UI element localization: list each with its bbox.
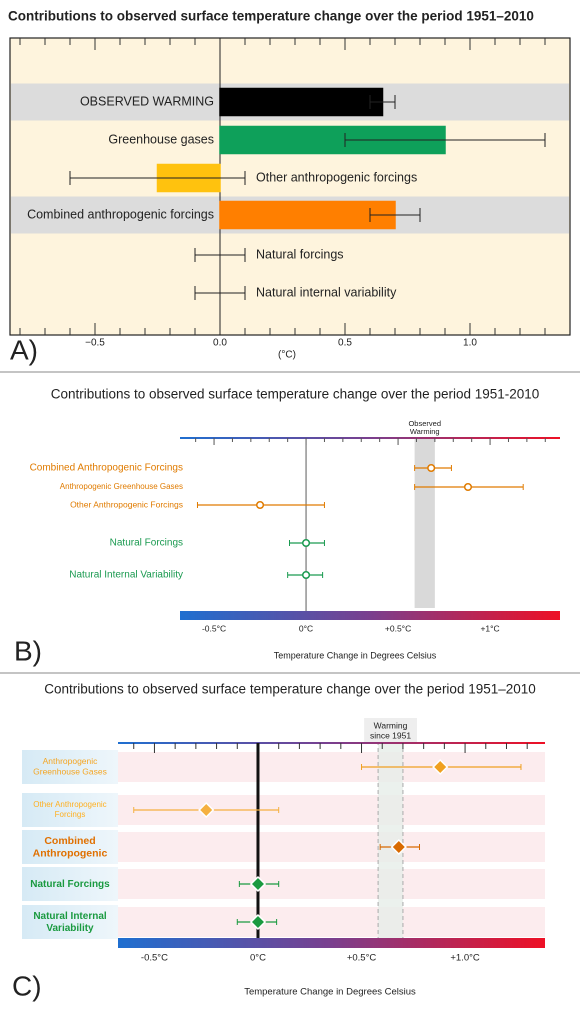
category-label: Combined anthropogenic forcings xyxy=(27,207,214,221)
x-axis-title: (°C) xyxy=(278,350,296,361)
x-tick-label: -0.5°C xyxy=(141,953,168,964)
chart-title: Contributions to observed surface temper… xyxy=(51,387,540,402)
x-tick-label: -0.5°C xyxy=(202,623,226,633)
point xyxy=(302,538,311,548)
bar xyxy=(219,87,384,117)
point xyxy=(249,875,267,893)
chart-title: Contributions to observed surface temper… xyxy=(44,682,536,697)
chart-title: Contributions to observed surface temper… xyxy=(8,9,534,24)
category-label: Anthropogenic Greenhouse Gases xyxy=(33,756,107,777)
bar xyxy=(219,200,396,230)
point xyxy=(255,500,265,510)
point xyxy=(302,570,311,580)
category-label: Other anthropogenic forcings xyxy=(256,170,417,184)
category-label-line: Forcings xyxy=(55,810,86,819)
label-cell xyxy=(22,867,118,901)
category-label-line: Combined xyxy=(44,835,95,847)
category-label: Natural Internal Variability xyxy=(69,570,183,581)
band-label: Warming xyxy=(374,720,408,730)
category-label: Other Anthropogenic Forcings xyxy=(33,800,106,819)
x-tick-label: 0°C xyxy=(299,623,313,633)
category-label-line: Anthropogenic xyxy=(33,847,108,859)
label-cell xyxy=(22,830,118,864)
color-bar xyxy=(180,611,560,620)
point xyxy=(463,482,473,492)
x-tick-label: −0.5 xyxy=(85,338,105,349)
x-tick-label: +1.0°C xyxy=(450,953,480,964)
observed-band xyxy=(414,438,435,608)
band-label: Observed xyxy=(408,419,441,428)
category-label: Other Anthropogenic Forcings xyxy=(70,499,183,509)
row-band xyxy=(118,832,545,862)
band-label-box xyxy=(364,718,417,742)
category-label-line: Other Anthropogenic xyxy=(33,800,106,809)
band-label: Warming xyxy=(410,427,440,436)
x-tick-label: +0.5°C xyxy=(347,953,377,964)
point xyxy=(432,758,449,776)
point xyxy=(390,838,407,856)
category-label-line: Greenhouse Gases xyxy=(33,767,107,777)
category-label: Natural Internal Variability xyxy=(33,911,107,934)
category-label-line: Anthropogenic xyxy=(43,756,99,766)
x-tick-label: 0°C xyxy=(250,953,266,964)
panel-label: A) xyxy=(10,334,38,365)
label-cell xyxy=(22,750,118,784)
category-label: Natural Forcings xyxy=(110,538,183,549)
axis-top xyxy=(118,742,545,744)
category-label: Combined Anthropogenic Forcings xyxy=(30,463,183,474)
panel-label: B) xyxy=(14,635,42,666)
category-label: Greenhouse gases xyxy=(108,132,214,146)
x-tick-label: 0.5 xyxy=(338,338,352,349)
point xyxy=(249,913,267,931)
point xyxy=(198,801,215,819)
x-axis-title: Temperature Change in Degrees Celsius xyxy=(244,987,416,998)
category-label: Combined Anthropogenic xyxy=(33,835,108,860)
x-tick-label: 1.0 xyxy=(463,338,477,349)
category-label-line: Variability xyxy=(46,923,94,934)
band-label: since 1951 xyxy=(370,730,411,740)
x-tick-label: 0.0 xyxy=(213,338,227,349)
label-cell xyxy=(22,793,118,827)
x-axis-title: Temperature Change in Degrees Celsius xyxy=(274,650,437,660)
axis-top xyxy=(180,437,560,439)
category-label: Natural internal variability xyxy=(256,285,397,299)
category-label-line: Natural Forcings xyxy=(30,879,110,890)
point xyxy=(427,463,436,473)
category-label: Anthropogenic Greenhouse Gases xyxy=(60,482,183,491)
panel-label: C) xyxy=(12,970,42,1001)
category-label: Natural Forcings xyxy=(30,879,110,890)
category-label: Natural forcings xyxy=(256,247,344,261)
category-label-line: Natural Internal xyxy=(33,911,107,922)
x-tick-label: +1°C xyxy=(480,623,499,633)
label-cell xyxy=(22,905,118,939)
category-label: OBSERVED WARMING xyxy=(80,94,214,108)
color-bar xyxy=(118,938,545,948)
row-band xyxy=(118,869,545,899)
x-tick-label: +0.5°C xyxy=(385,623,411,633)
row-band xyxy=(118,907,545,937)
